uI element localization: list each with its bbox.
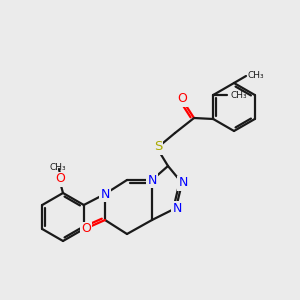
- Text: O: O: [55, 172, 65, 185]
- Text: O: O: [177, 92, 187, 106]
- Text: N: N: [100, 188, 110, 200]
- Text: CH₃: CH₃: [248, 71, 265, 80]
- Text: CH₃: CH₃: [230, 91, 247, 100]
- Text: O: O: [81, 223, 91, 236]
- Text: N: N: [178, 176, 188, 190]
- Text: CH₃: CH₃: [50, 163, 66, 172]
- Text: N: N: [147, 173, 157, 187]
- Text: S: S: [154, 140, 162, 154]
- Text: N: N: [172, 202, 182, 214]
